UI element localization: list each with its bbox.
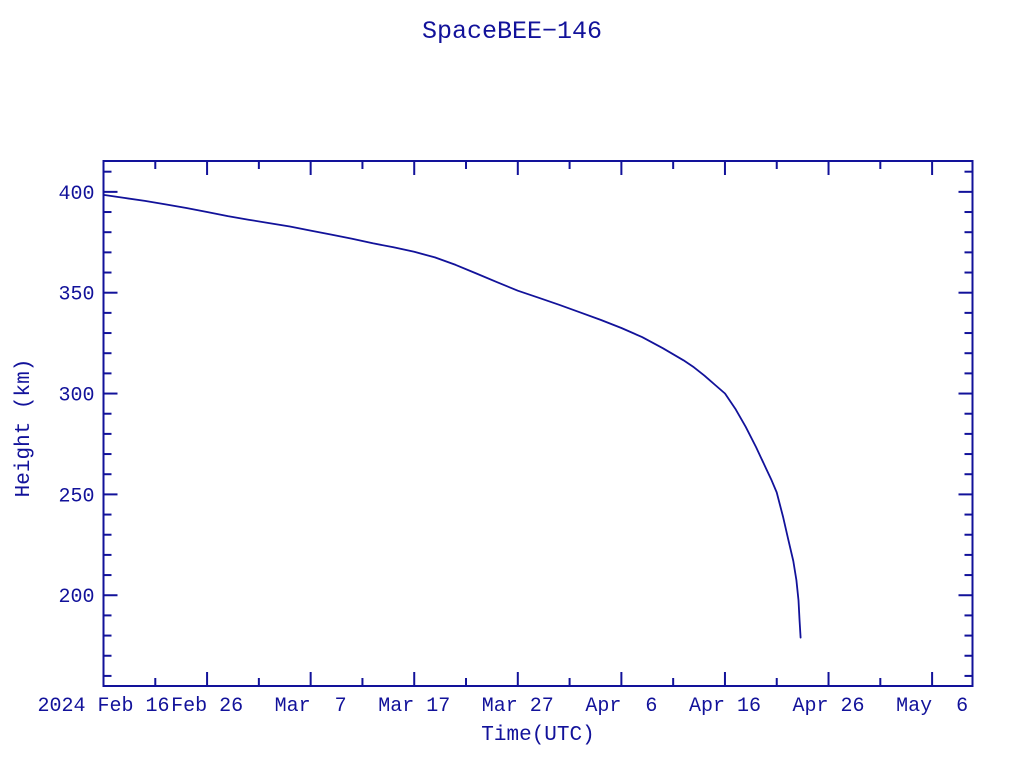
y-tick-label: 250 — [58, 485, 94, 508]
x-tick-label: May 6 — [896, 695, 968, 718]
chart-title: SpaceBEE−146 — [422, 17, 602, 46]
y-axis-title: Height (km) — [13, 359, 36, 498]
x-tick-label: 2024 Feb 16 — [37, 695, 169, 718]
y-tick-label: 350 — [58, 284, 94, 307]
y-tick-label: 400 — [58, 183, 94, 206]
plot-frame — [102, 160, 974, 687]
height-decay-curve — [102, 194, 802, 639]
tick-labels: 2024 Feb 16 Feb 26 Mar 7 Mar 17 Mar 27 Apr 6 A… — [37, 183, 968, 718]
x-tick-label: Mar 7 — [275, 695, 347, 718]
x-tick-label: Mar 17 — [378, 695, 450, 718]
y-tick-label: 200 — [58, 586, 94, 609]
x-tick-label: Mar 27 — [482, 695, 554, 718]
x-axis-title: Time(UTC) — [481, 724, 594, 747]
y-tick-label: 300 — [58, 385, 94, 408]
x-tick-label: Apr 26 — [793, 695, 865, 718]
x-tick-label: Feb 26 — [171, 695, 243, 718]
x-tick-label: Apr 16 — [689, 695, 761, 718]
tick-marks — [102, 161, 973, 686]
x-tick-label: Apr 6 — [585, 695, 657, 718]
